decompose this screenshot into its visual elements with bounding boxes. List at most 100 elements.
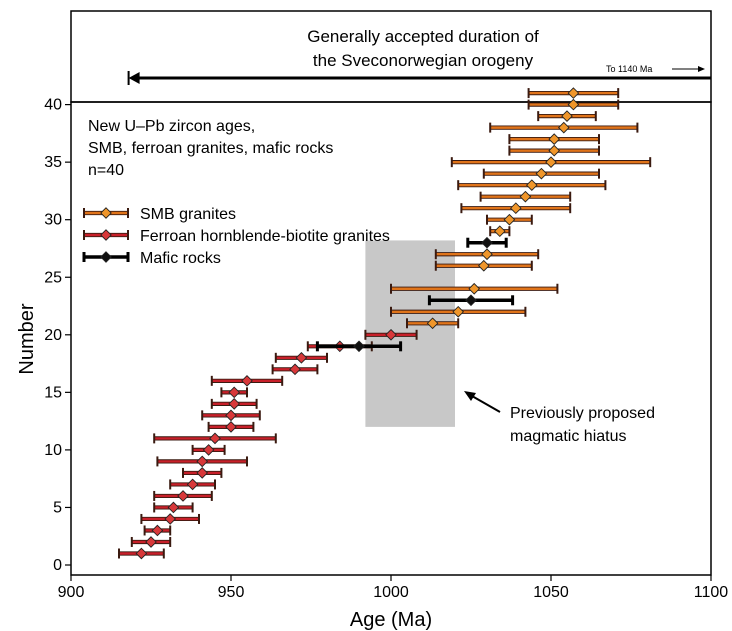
point-s0-n32: [479, 190, 572, 203]
point-s1-n7: [169, 478, 216, 491]
point-s0-n40-marker: [567, 98, 580, 111]
point-s1-n18-marker: [295, 351, 308, 364]
x-tick-label-1000: 1000: [373, 584, 409, 601]
point-s1-n20-marker: [385, 328, 397, 341]
point-s1-n15-marker: [228, 386, 241, 399]
point-s2-n28-marker: [481, 236, 493, 249]
point-s0-n30: [486, 213, 533, 226]
x-tick-label-950: 950: [218, 584, 245, 601]
point-s1-n11: [153, 432, 277, 445]
y-tick-label-20: 20: [44, 327, 62, 344]
point-s1-n4-marker: [164, 513, 177, 525]
point-s0-n26: [434, 259, 533, 272]
point-s1-n8-marker: [196, 467, 209, 479]
data-points: [118, 87, 652, 560]
point-s0-n33: [457, 179, 607, 192]
point-s0-n36: [508, 144, 600, 157]
point-s0-n27-marker: [481, 248, 493, 261]
point-s0-n30-marker: [503, 213, 516, 226]
point-s1-n13-marker: [225, 409, 237, 422]
x-tick-label-1100: 1100: [694, 584, 729, 601]
legend-item-0-marker: [100, 207, 112, 219]
legend-item-1-marker: [100, 229, 112, 241]
y-tick-label-5: 5: [53, 499, 62, 516]
point-s0-n37-marker: [548, 133, 561, 145]
point-s0-n29: [489, 225, 511, 238]
point-s0-n31: [460, 202, 572, 215]
point-s1-n9: [156, 455, 248, 468]
point-s1-n5: [153, 501, 194, 514]
point-s1-n3-marker: [151, 524, 164, 537]
point-s0-n31-marker: [509, 202, 522, 215]
point-s1-n12: [207, 421, 255, 433]
point-s0-n41: [527, 87, 620, 99]
y-axis-title: Number: [16, 303, 38, 374]
hiatus-arrow-head: [464, 391, 476, 401]
point-s1-n15: [220, 386, 248, 399]
x-tick-label-1050: 1050: [533, 584, 569, 601]
point-s1-n6-marker: [177, 490, 189, 502]
legend: SMB granites Ferroan hornblende-biotite g…: [82, 206, 390, 267]
top-panel-text-line2: the Sveconorwegian orogeny: [313, 51, 534, 70]
point-s0-n24-marker: [468, 282, 481, 295]
point-s2-n23: [427, 294, 515, 307]
point-s0-n22-marker: [452, 305, 465, 318]
point-s1-n4: [140, 513, 200, 525]
point-s1-n20: [364, 328, 418, 341]
legend-item-2-marker: [100, 251, 112, 263]
point-s0-n21-marker: [426, 317, 439, 330]
point-s0-n26-marker: [477, 259, 490, 272]
legend-item-2-swatch: [82, 251, 130, 263]
hiatus-pointer-arrow: [464, 391, 501, 413]
point-s0-n24: [390, 282, 559, 295]
hiatus-label-line2: magmatic hiatus: [510, 428, 627, 445]
point-s1-n2-marker: [145, 536, 157, 548]
point-s1-n8: [182, 467, 223, 479]
point-s0-n34: [482, 167, 600, 180]
legend-item-0-label: SMB granites: [140, 206, 236, 223]
y-tick-label-0: 0: [53, 557, 62, 574]
point-s1-n14-marker: [228, 398, 241, 410]
point-s1-n13: [201, 409, 261, 422]
legend-item-1-swatch: [83, 229, 129, 241]
point-s1-n16: [210, 375, 284, 387]
point-s1-n9-marker: [196, 455, 209, 468]
point-s1-n16-marker: [241, 375, 253, 387]
y-tick-label-15: 15: [44, 384, 62, 401]
point-s0-n39-marker: [561, 110, 573, 122]
info-line-2: SMB, ferroan granites, mafic rocks: [88, 140, 333, 157]
point-s1-n10-marker: [202, 444, 215, 456]
point-s1-n3: [143, 524, 172, 537]
point-s0-n35: [450, 156, 652, 168]
point-s1-n7-marker: [186, 478, 199, 491]
point-s0-n38: [489, 121, 639, 134]
point-s1-n10: [191, 444, 226, 456]
point-s0-n38-marker: [557, 121, 570, 134]
point-s1-n17: [271, 363, 319, 376]
point-s0-n32-marker: [519, 190, 532, 203]
point-s0-n40: [527, 98, 620, 111]
point-s0-n35-marker: [545, 156, 557, 168]
point-s1-n14: [210, 398, 258, 410]
legend-item-2-label: Mafic rocks: [140, 250, 221, 267]
point-s0-n39: [537, 110, 597, 122]
point-s0-n41-marker: [567, 87, 580, 99]
y-tick-label-10: 10: [44, 442, 62, 459]
info-line-1: New U–Pb zircon ages,: [88, 118, 255, 135]
point-s0-n21: [406, 317, 460, 330]
point-s2-n23-marker: [465, 294, 477, 307]
x-axis-title: Age (Ma): [350, 609, 432, 631]
point-s1-n6: [153, 490, 213, 502]
y-tick-label-40: 40: [44, 97, 62, 114]
info-line-3: n=40: [88, 162, 124, 179]
orogeny-duration-arrow: [127, 71, 711, 85]
point-s2-n19: [315, 340, 403, 353]
point-s1-n1-marker: [135, 547, 148, 560]
y-tick-label-30: 30: [44, 212, 62, 229]
point-s1-n17-marker: [289, 363, 301, 376]
point-s0-n27: [434, 248, 540, 261]
point-s1-n12-marker: [225, 421, 237, 433]
y-tick-label-35: 35: [44, 154, 62, 171]
to-1140-note: To 1140 Ma: [606, 64, 652, 74]
to-1140-arrow: [672, 66, 705, 72]
